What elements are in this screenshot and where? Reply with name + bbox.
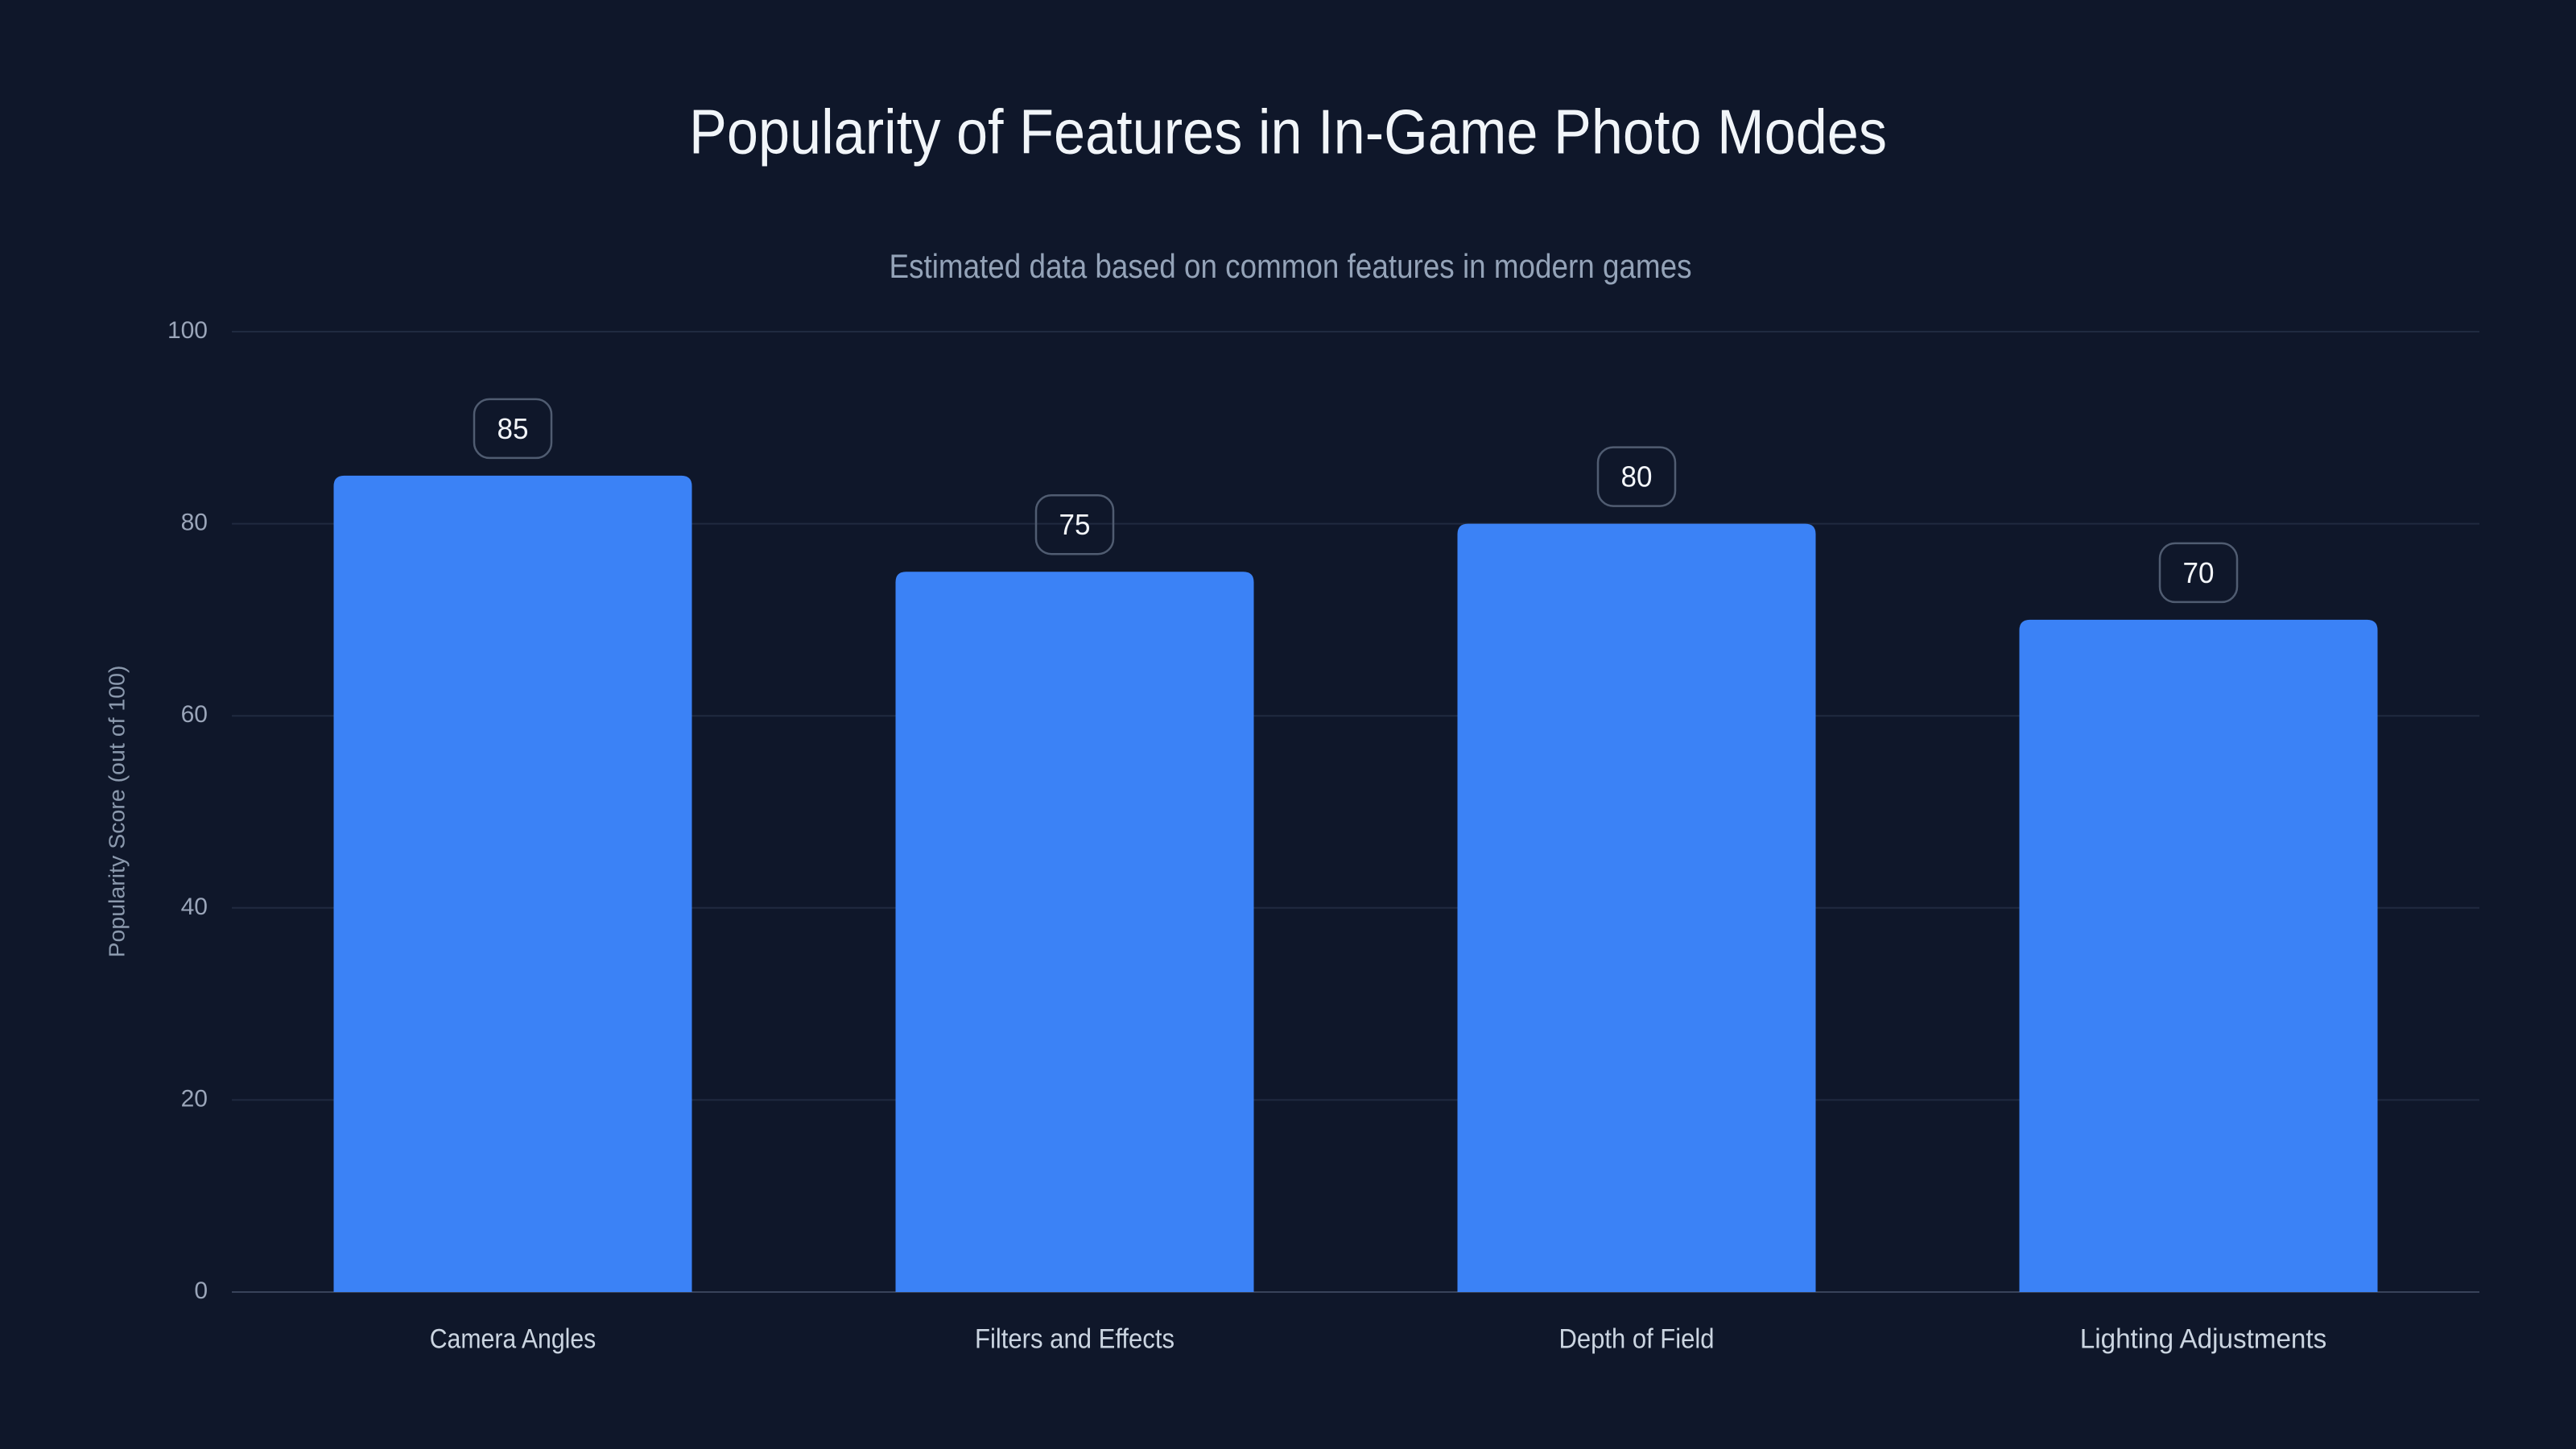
svg-text:85: 85 bbox=[497, 412, 529, 445]
svg-text:Camera Angles: Camera Angles bbox=[430, 1324, 597, 1355]
svg-text:0: 0 bbox=[194, 1278, 208, 1304]
svg-text:Depth of Field: Depth of Field bbox=[1559, 1324, 1715, 1355]
svg-text:60: 60 bbox=[181, 701, 208, 728]
svg-text:80: 80 bbox=[181, 510, 208, 536]
svg-text:Popularity of Features in In-G: Popularity of Features in In-Game Photo … bbox=[689, 97, 1887, 167]
svg-text:Popularity Score (out of 100): Popularity Score (out of 100) bbox=[105, 666, 130, 958]
svg-text:70: 70 bbox=[2183, 556, 2215, 589]
svg-text:Estimated data based on common: Estimated data based on common features … bbox=[890, 247, 1692, 285]
svg-text:100: 100 bbox=[167, 317, 208, 344]
svg-text:75: 75 bbox=[1059, 508, 1091, 541]
svg-text:Lighting Adjustments: Lighting Adjustments bbox=[2080, 1324, 2327, 1355]
svg-text:80: 80 bbox=[1621, 460, 1653, 493]
svg-text:Filters and Effects: Filters and Effects bbox=[975, 1324, 1174, 1355]
svg-text:40: 40 bbox=[181, 894, 208, 920]
svg-text:20: 20 bbox=[181, 1085, 208, 1112]
